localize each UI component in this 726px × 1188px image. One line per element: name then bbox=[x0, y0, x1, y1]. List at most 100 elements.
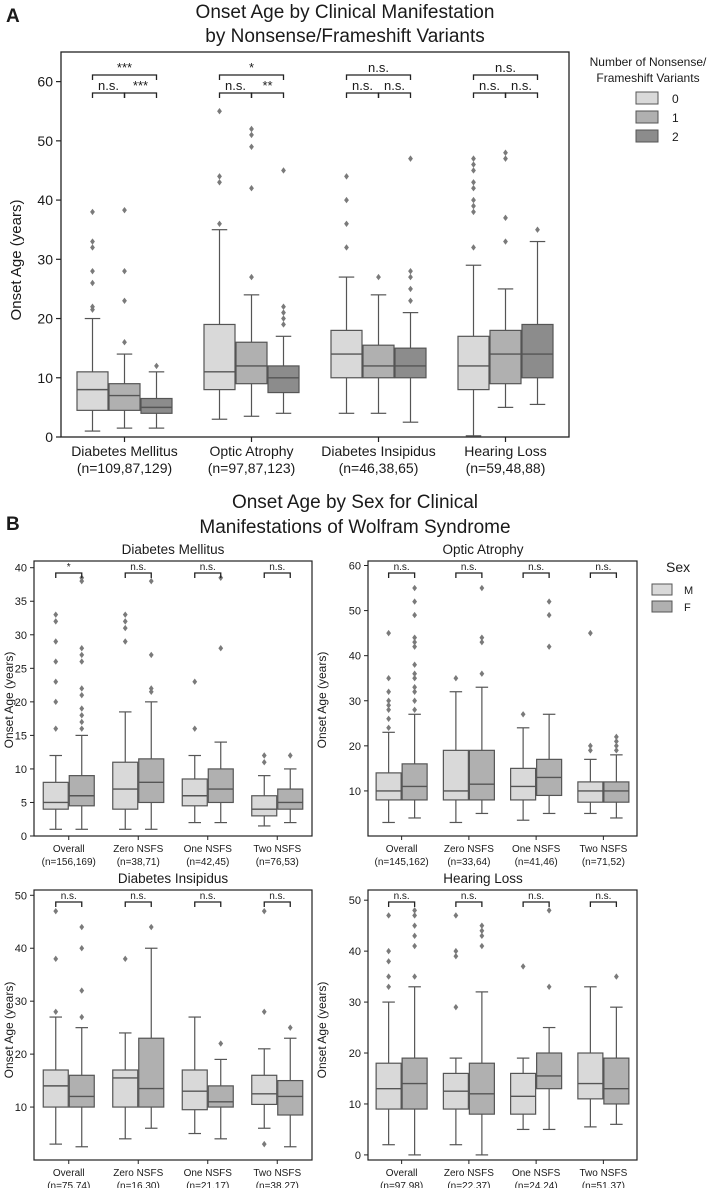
box-iqr bbox=[375, 1062, 402, 1110]
significance-bracket: n.s. bbox=[522, 891, 550, 907]
outlier-point bbox=[281, 315, 286, 322]
y-tick-label: 0 bbox=[355, 1150, 361, 1162]
significance-bracket: n.s. bbox=[263, 562, 291, 578]
y-tick-label: 60 bbox=[349, 561, 361, 573]
box-M bbox=[375, 912, 402, 1146]
outlier-point bbox=[386, 715, 392, 722]
bracket-line bbox=[55, 901, 83, 907]
bracket-line bbox=[455, 572, 483, 578]
significance-bracket: n.s. bbox=[345, 78, 380, 98]
outlier-point bbox=[53, 678, 59, 685]
significance-label: n.s. bbox=[511, 78, 532, 93]
outlier-point bbox=[412, 912, 418, 919]
outlier-point bbox=[386, 697, 392, 704]
outlier-point bbox=[344, 244, 349, 251]
box-iqr bbox=[510, 767, 537, 801]
outlier-point bbox=[408, 297, 413, 304]
x-tick-label: Two NSFS bbox=[253, 844, 301, 855]
panel-a-legend: Number of Nonsense/ Frameshift Variants … bbox=[590, 55, 707, 144]
x-tick-label: One NSFS bbox=[512, 844, 561, 855]
outlier-point bbox=[520, 963, 526, 970]
y-tick-label: 50 bbox=[349, 895, 361, 907]
outlier-point bbox=[154, 362, 159, 370]
box-iqr bbox=[207, 768, 234, 804]
outlier-point bbox=[148, 685, 154, 692]
panel-a-label: A bbox=[6, 6, 20, 27]
x-tick-label: Overall bbox=[53, 844, 85, 855]
x-tick-label: Diabetes Mellitus bbox=[71, 443, 178, 459]
box-iqr bbox=[181, 1069, 208, 1111]
outlier-point bbox=[386, 973, 392, 980]
outlier-point bbox=[386, 629, 392, 637]
outlier-point bbox=[453, 912, 459, 919]
group-n-label: (n=76,53) bbox=[256, 857, 299, 868]
outlier-point bbox=[79, 651, 85, 659]
significance-bracket: n.s. bbox=[194, 891, 222, 907]
outlier-point bbox=[122, 611, 128, 618]
box-M bbox=[577, 629, 604, 815]
bracket-line bbox=[522, 901, 550, 907]
outlier-point bbox=[386, 724, 392, 732]
outlier-point bbox=[412, 598, 418, 605]
outlier-point bbox=[53, 698, 59, 706]
subplot-dm-ylabel: Onset Age (years) bbox=[2, 652, 16, 749]
x-tick-label: Zero NSFS bbox=[113, 1168, 163, 1179]
outlier-point bbox=[479, 670, 485, 677]
group-n-label: (n=156,169) bbox=[42, 857, 96, 868]
bracket-line bbox=[387, 901, 416, 907]
panel-a-ylabel: Onset Age (years) bbox=[8, 200, 25, 321]
outlier-point bbox=[520, 711, 526, 718]
outlier-point bbox=[79, 1013, 85, 1021]
group-n-label: (n=59,48,88) bbox=[466, 460, 546, 476]
x-tick-label: Hearing Loss bbox=[464, 443, 547, 459]
legend-a-swatch-2 bbox=[635, 129, 659, 143]
significance-label: n.s. bbox=[269, 891, 285, 902]
outlier-point bbox=[412, 670, 418, 677]
outlier-point bbox=[376, 273, 381, 281]
outlier-point bbox=[122, 638, 128, 645]
group-n-label: (n=46,38,65) bbox=[339, 460, 419, 476]
box-M bbox=[375, 629, 402, 824]
subplot-oa-ylabel: Onset Age (years) bbox=[315, 652, 329, 749]
significance-bracket: ** bbox=[250, 78, 285, 98]
bracket-line bbox=[455, 901, 483, 907]
outlier-point bbox=[412, 675, 418, 682]
bracket-line bbox=[522, 572, 550, 578]
box-M bbox=[112, 955, 139, 1140]
outlier-point bbox=[479, 638, 485, 646]
box-iqr bbox=[140, 397, 173, 414]
outlier-point bbox=[249, 273, 254, 281]
outlier-point bbox=[79, 658, 85, 665]
outlier-point bbox=[408, 267, 413, 275]
outlier-point bbox=[90, 208, 95, 216]
outlier-point bbox=[122, 267, 127, 275]
legend-b-swatch-m bbox=[651, 583, 673, 596]
legend-b-swatch-f bbox=[651, 600, 673, 613]
box-M bbox=[181, 1016, 208, 1135]
box-F bbox=[277, 752, 304, 824]
box-iqr bbox=[42, 1069, 69, 1108]
box-1 bbox=[235, 125, 268, 417]
outlier-point bbox=[412, 907, 418, 914]
box-iqr bbox=[108, 383, 141, 411]
outlier-point bbox=[535, 226, 540, 233]
outlier-point bbox=[79, 705, 85, 712]
outlier-point bbox=[408, 155, 413, 162]
outlier-point bbox=[148, 577, 154, 585]
significance-label: n.s. bbox=[394, 562, 410, 573]
outlier-point bbox=[408, 285, 413, 293]
outlier-point bbox=[546, 983, 552, 990]
box-2 bbox=[394, 155, 427, 423]
subplot-di-ylabel: Onset Age (years) bbox=[2, 982, 16, 1079]
significance-label: n.s. bbox=[461, 891, 477, 902]
outlier-point bbox=[344, 196, 349, 204]
panel-b-legend: Sex M F bbox=[651, 559, 693, 614]
outlier-point bbox=[90, 279, 95, 287]
significance-bracket: n.s. bbox=[263, 891, 291, 907]
box-F bbox=[68, 923, 95, 1148]
group-n-label: (n=24,24) bbox=[515, 1181, 558, 1188]
group-n-label: (n=41,46) bbox=[515, 857, 558, 868]
plot-frame bbox=[367, 889, 638, 1161]
box-iqr bbox=[112, 1069, 139, 1108]
